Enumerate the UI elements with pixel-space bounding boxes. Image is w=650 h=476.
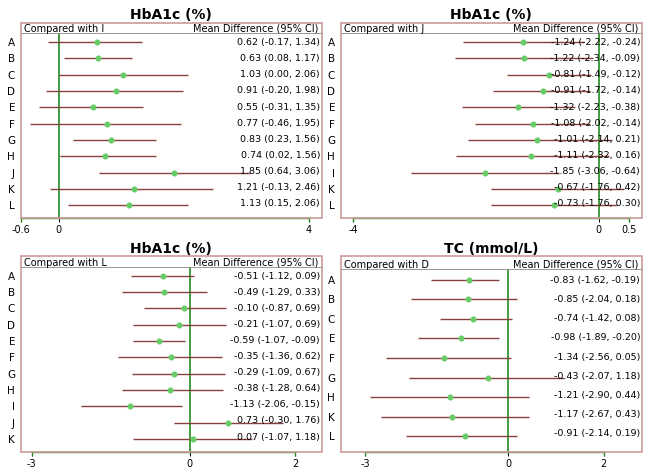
Text: Compared with I: Compared with I xyxy=(24,24,104,34)
Text: A: A xyxy=(8,38,15,48)
Text: -1.11 (-2.32, 0.16): -1.11 (-2.32, 0.16) xyxy=(554,150,640,159)
Text: J: J xyxy=(12,418,15,428)
Text: -0.74 (-1.42, 0.08): -0.74 (-1.42, 0.08) xyxy=(554,314,640,322)
Text: -0.49 (-1.29, 0.33): -0.49 (-1.29, 0.33) xyxy=(233,288,320,297)
Text: 0.63 (0.08, 1.17): 0.63 (0.08, 1.17) xyxy=(240,54,320,63)
Text: -0.85 (-2.04, 0.18): -0.85 (-2.04, 0.18) xyxy=(554,294,640,303)
Text: A: A xyxy=(328,275,335,285)
Text: B: B xyxy=(8,54,15,64)
Text: -1.01 (-2.14, 0.21): -1.01 (-2.14, 0.21) xyxy=(554,134,640,143)
Text: -0.98 (-1.89, -0.20): -0.98 (-1.89, -0.20) xyxy=(551,333,640,342)
Text: -0.81 (-1.49, -0.12): -0.81 (-1.49, -0.12) xyxy=(551,70,640,79)
Text: L: L xyxy=(330,201,335,211)
Text: G: G xyxy=(327,373,335,383)
Text: D: D xyxy=(327,87,335,97)
Text: 0.83 (0.23, 1.56): 0.83 (0.23, 1.56) xyxy=(240,134,320,143)
Text: L: L xyxy=(330,432,335,442)
Text: Mean Difference (95% CI): Mean Difference (95% CI) xyxy=(514,259,639,269)
Text: B: B xyxy=(328,295,335,305)
Text: G: G xyxy=(327,136,335,146)
Text: K: K xyxy=(328,412,335,422)
Text: C: C xyxy=(8,70,15,80)
Text: C: C xyxy=(328,314,335,324)
Text: J: J xyxy=(12,169,15,178)
Title: HbA1c (%): HbA1c (%) xyxy=(450,8,532,22)
Text: E: E xyxy=(8,103,15,113)
Text: Compared with L: Compared with L xyxy=(24,257,107,267)
Text: 0.73 (-0.30, 1.76): 0.73 (-0.30, 1.76) xyxy=(237,416,320,425)
Text: -1.32 (-2.23, -0.38): -1.32 (-2.23, -0.38) xyxy=(550,102,640,111)
Text: -1.08 (-2.02, -0.14): -1.08 (-2.02, -0.14) xyxy=(551,119,640,127)
Text: G: G xyxy=(7,369,15,379)
Text: -0.91 (-1.72, -0.14): -0.91 (-1.72, -0.14) xyxy=(551,86,640,95)
Text: C: C xyxy=(328,70,335,80)
Text: F: F xyxy=(330,353,335,363)
Text: -1.13 (-2.06, -0.15): -1.13 (-2.06, -0.15) xyxy=(230,399,320,408)
Text: K: K xyxy=(328,185,335,195)
Text: F: F xyxy=(9,353,15,363)
Text: -0.91 (-2.14, 0.19): -0.91 (-2.14, 0.19) xyxy=(554,428,640,437)
Text: 0.62 (-0.17, 1.34): 0.62 (-0.17, 1.34) xyxy=(237,38,320,47)
Text: -1.21 (-2.90, 0.44): -1.21 (-2.90, 0.44) xyxy=(554,390,640,399)
Text: I: I xyxy=(332,169,335,178)
Text: B: B xyxy=(8,288,15,298)
Text: 0.07 (-1.07, 1.18): 0.07 (-1.07, 1.18) xyxy=(237,432,320,441)
Text: E: E xyxy=(329,334,335,344)
Text: 0.74 (0.02, 1.56): 0.74 (0.02, 1.56) xyxy=(240,150,320,159)
Title: HbA1c (%): HbA1c (%) xyxy=(131,8,212,22)
Text: Mean Difference (95% CI): Mean Difference (95% CI) xyxy=(193,257,318,267)
Text: B: B xyxy=(328,54,335,64)
Text: -0.67 (-1.76, 0.42): -0.67 (-1.76, 0.42) xyxy=(554,182,640,191)
Text: -1.34 (-2.56, 0.05): -1.34 (-2.56, 0.05) xyxy=(554,352,640,361)
Text: K: K xyxy=(8,434,15,444)
Text: -1.85 (-3.06, -0.64): -1.85 (-3.06, -0.64) xyxy=(551,167,640,176)
Text: -0.83 (-1.62, -0.19): -0.83 (-1.62, -0.19) xyxy=(551,275,640,284)
Text: 0.55 (-0.31, 1.35): 0.55 (-0.31, 1.35) xyxy=(237,102,320,111)
Text: -0.35 (-1.36, 0.62): -0.35 (-1.36, 0.62) xyxy=(233,351,320,360)
Text: C: C xyxy=(8,304,15,314)
Text: -0.43 (-2.07, 1.18): -0.43 (-2.07, 1.18) xyxy=(554,371,640,380)
Text: A: A xyxy=(328,38,335,48)
Text: -0.10 (-0.87, 0.69): -0.10 (-0.87, 0.69) xyxy=(234,303,320,312)
Text: -1.24 (-2.22, -0.24): -1.24 (-2.22, -0.24) xyxy=(551,38,640,47)
Text: Compared with J: Compared with J xyxy=(344,24,424,34)
Text: E: E xyxy=(329,103,335,113)
Text: -1.22 (-2.34, -0.09): -1.22 (-2.34, -0.09) xyxy=(551,54,640,63)
Text: 1.13 (0.15, 2.06): 1.13 (0.15, 2.06) xyxy=(240,198,320,208)
Text: -0.29 (-1.09, 0.67): -0.29 (-1.09, 0.67) xyxy=(234,367,320,377)
Text: K: K xyxy=(8,185,15,195)
Text: -0.21 (-1.07, 0.69): -0.21 (-1.07, 0.69) xyxy=(234,319,320,328)
Text: A: A xyxy=(8,271,15,281)
Text: H: H xyxy=(7,385,15,395)
Text: 1.03 (0.00, 2.06): 1.03 (0.00, 2.06) xyxy=(240,70,320,79)
Text: 0.77 (-0.46, 1.95): 0.77 (-0.46, 1.95) xyxy=(237,119,320,127)
Text: -0.38 (-1.28, 0.64): -0.38 (-1.28, 0.64) xyxy=(233,384,320,393)
Text: -0.51 (-1.12, 0.09): -0.51 (-1.12, 0.09) xyxy=(234,271,320,280)
Text: H: H xyxy=(328,152,335,162)
Text: H: H xyxy=(7,152,15,162)
Title: HbA1c (%): HbA1c (%) xyxy=(131,241,212,256)
Text: 0.91 (-0.20, 1.98): 0.91 (-0.20, 1.98) xyxy=(237,86,320,95)
Text: Compared with D: Compared with D xyxy=(344,259,429,269)
Text: F: F xyxy=(9,119,15,129)
Text: -1.17 (-2.67, 0.43): -1.17 (-2.67, 0.43) xyxy=(554,409,640,418)
Text: D: D xyxy=(7,87,15,97)
Text: F: F xyxy=(330,119,335,129)
Text: D: D xyxy=(7,320,15,330)
Text: E: E xyxy=(8,337,15,347)
Text: L: L xyxy=(9,201,15,211)
Text: Mean Difference (95% CI): Mean Difference (95% CI) xyxy=(193,24,318,34)
Text: Mean Difference (95% CI): Mean Difference (95% CI) xyxy=(514,24,639,34)
Text: -0.59 (-1.07, -0.09): -0.59 (-1.07, -0.09) xyxy=(230,336,320,345)
Text: G: G xyxy=(7,136,15,146)
Text: I: I xyxy=(12,402,15,412)
Text: H: H xyxy=(328,392,335,402)
Text: 1.21 (-0.13, 2.46): 1.21 (-0.13, 2.46) xyxy=(237,182,320,191)
Title: TC (mmol/L): TC (mmol/L) xyxy=(444,241,539,256)
Text: -0.73 (-1.76, 0.30): -0.73 (-1.76, 0.30) xyxy=(554,198,640,208)
Text: 1.85 (0.64, 3.06): 1.85 (0.64, 3.06) xyxy=(240,167,320,176)
